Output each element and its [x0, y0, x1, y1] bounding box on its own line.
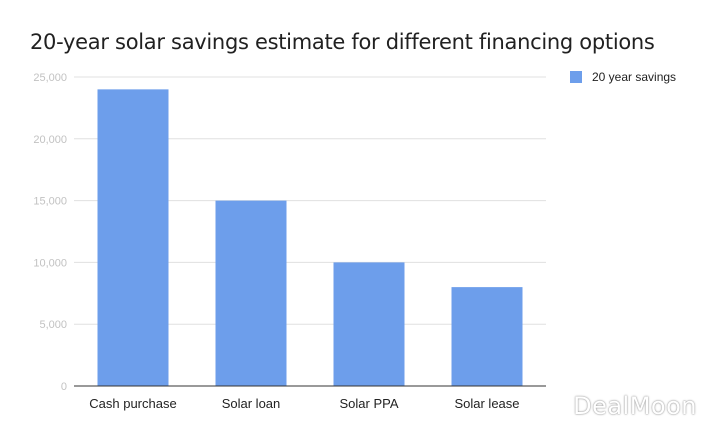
- y-tick-label: 15,000: [33, 196, 67, 208]
- y-tick-label: 20,000: [33, 134, 67, 146]
- x-tick-label: Cash purchase: [89, 396, 176, 411]
- x-tick-label: Solar loan: [222, 396, 281, 411]
- x-tick-label: Solar PPA: [339, 396, 398, 411]
- bar: [333, 262, 405, 386]
- y-tick-label: 5,000: [39, 319, 67, 331]
- legend-swatch: [570, 71, 582, 83]
- bar: [215, 200, 287, 386]
- x-tick-label: Solar lease: [454, 396, 519, 411]
- y-tick-label: 0: [61, 381, 67, 393]
- legend-label: 20 year savings: [592, 70, 676, 84]
- y-tick-label: 10,000: [33, 257, 67, 269]
- bar: [97, 89, 169, 387]
- y-tick-label: 25,000: [33, 72, 67, 84]
- watermark-logo: DealMoon: [573, 392, 697, 420]
- chart-title: 20-year solar savings estimate for diffe…: [30, 30, 655, 54]
- bar: [451, 287, 523, 386]
